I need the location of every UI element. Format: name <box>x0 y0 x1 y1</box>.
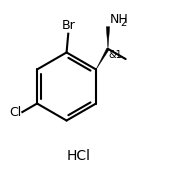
Text: Br: Br <box>61 19 75 32</box>
Text: NH: NH <box>110 13 128 26</box>
Text: HCl: HCl <box>66 149 91 163</box>
Text: &1: &1 <box>109 50 123 60</box>
Polygon shape <box>96 48 109 70</box>
Text: 2: 2 <box>120 18 127 28</box>
Text: Cl: Cl <box>9 106 21 119</box>
Polygon shape <box>106 27 110 49</box>
